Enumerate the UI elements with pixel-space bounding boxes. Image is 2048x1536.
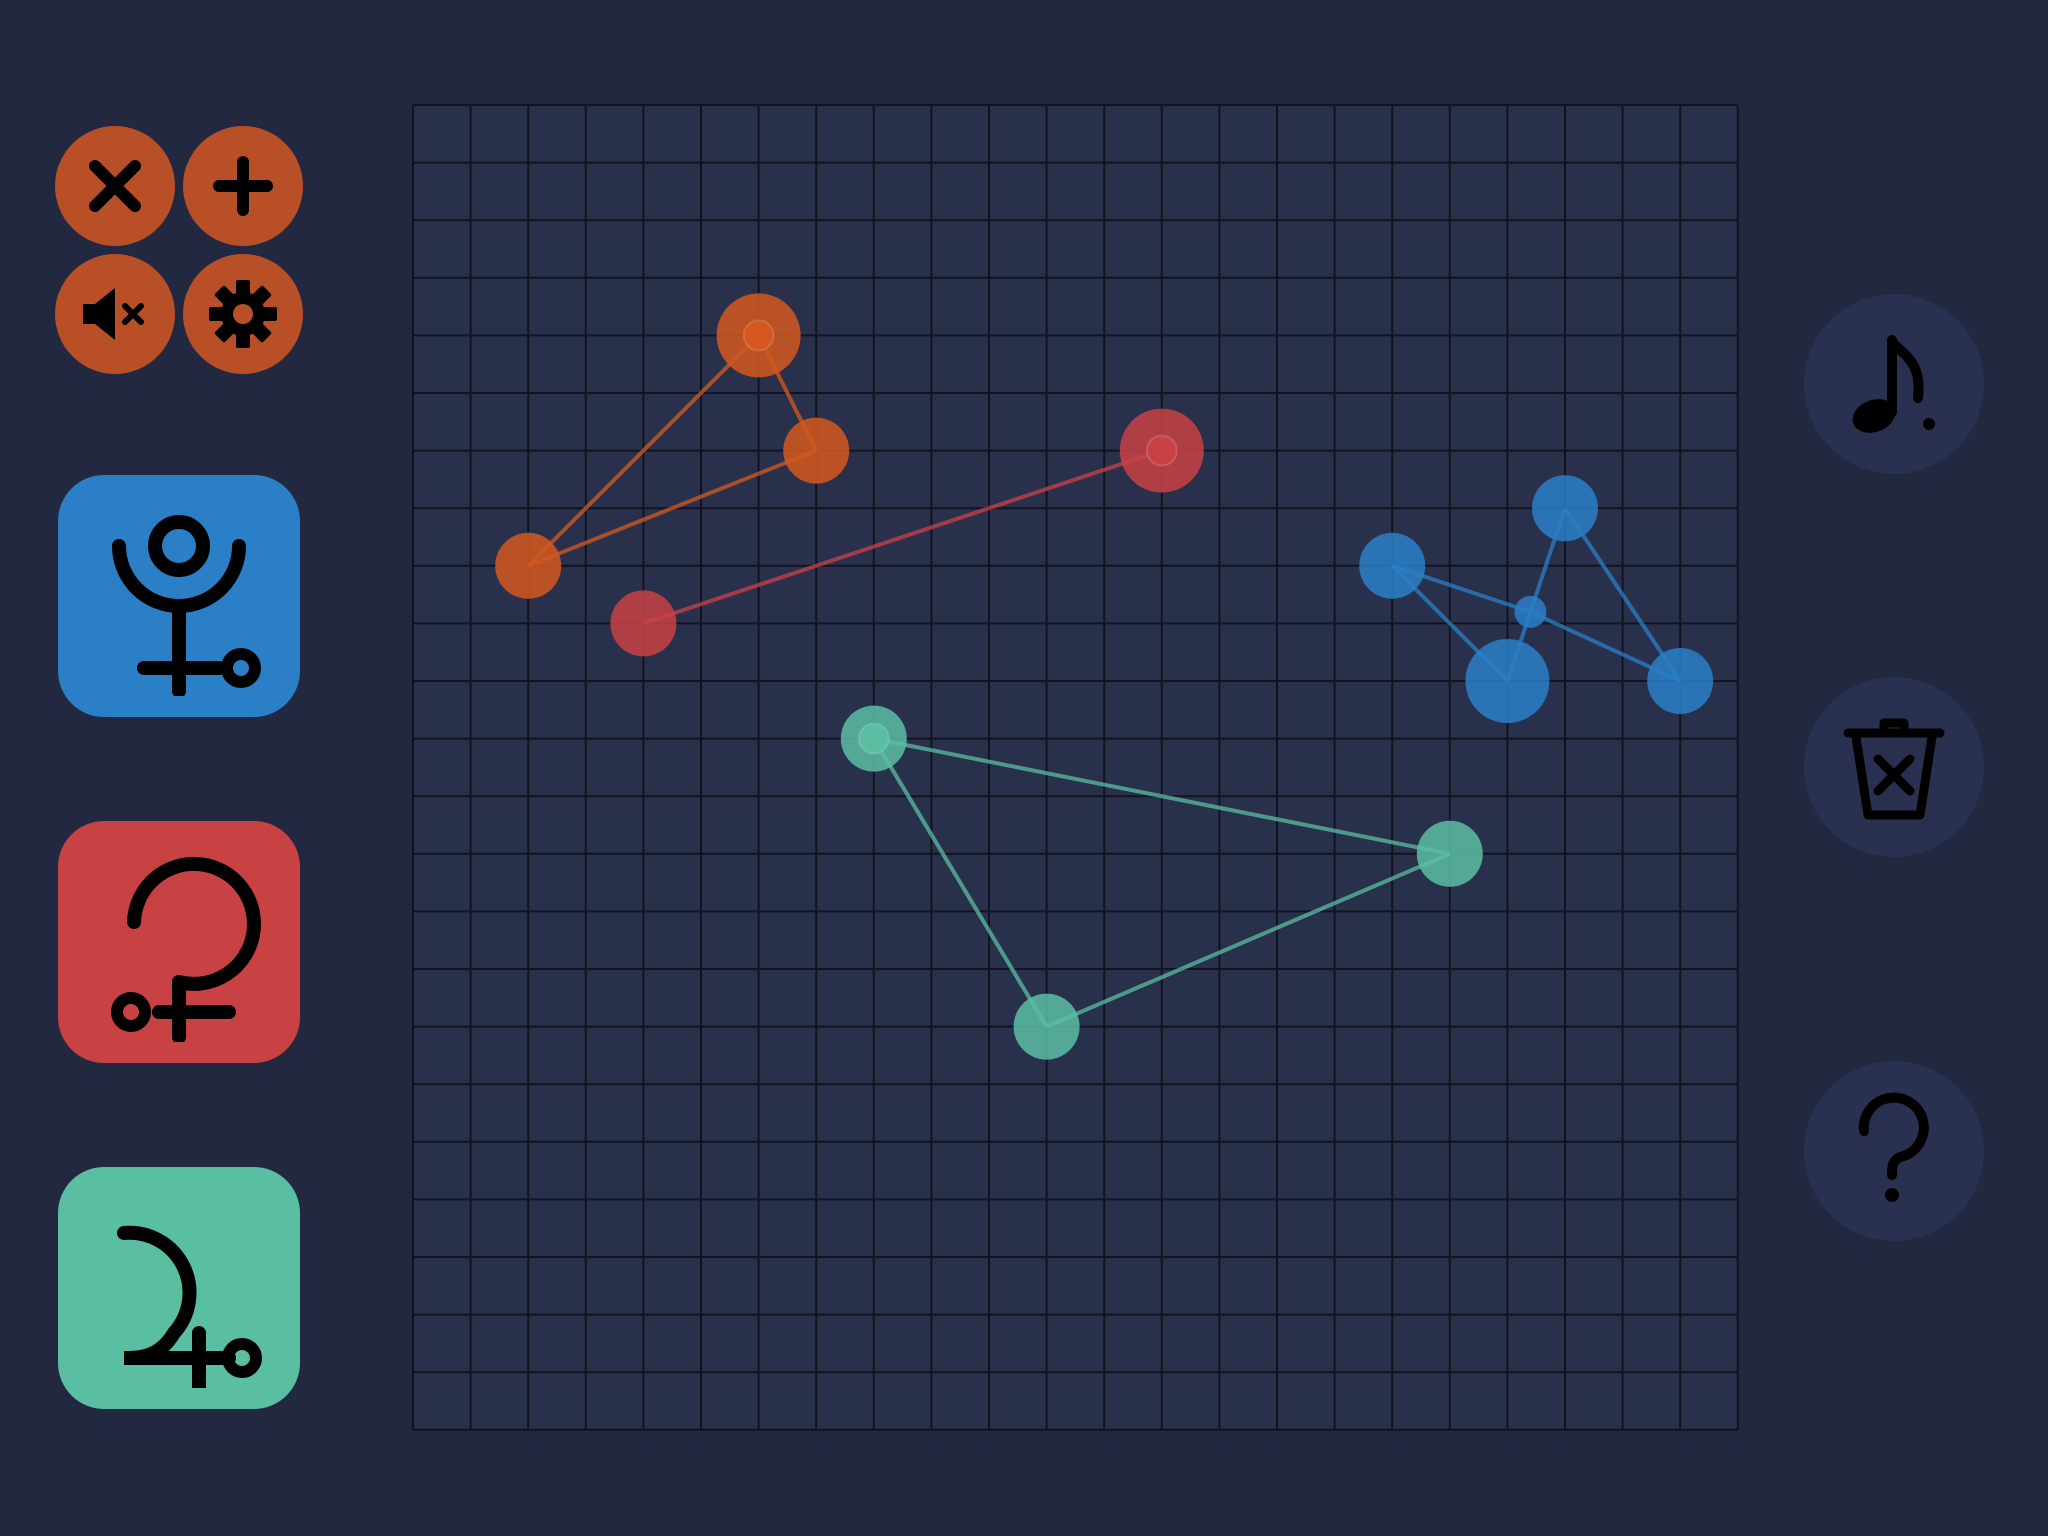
constellation-node[interactable] xyxy=(1647,648,1714,714)
constellation-node[interactable] xyxy=(610,590,677,657)
add-button[interactable] xyxy=(183,126,303,246)
instrument-pluto-button[interactable] xyxy=(58,475,300,717)
close-button[interactable] xyxy=(55,126,175,246)
gear-icon xyxy=(209,280,277,348)
constellation-edge xyxy=(527,448,817,568)
constellation-node[interactable] xyxy=(1532,475,1598,542)
constellation-orange xyxy=(495,293,850,599)
plus-icon xyxy=(213,156,273,216)
constellation-edge xyxy=(873,736,1451,856)
constellation-node[interactable] xyxy=(1359,532,1426,599)
instrument-jupiter-button[interactable] xyxy=(58,1167,300,1409)
note-button[interactable] xyxy=(1804,294,1984,474)
constellation-edge xyxy=(872,737,1049,1028)
constellation-red xyxy=(610,408,1204,657)
constellation-edge xyxy=(1045,851,1451,1029)
trash-clear-icon xyxy=(1843,718,1945,820)
close-icon xyxy=(89,160,141,212)
constellation-edge xyxy=(1563,507,1682,683)
jupiter-symbol-icon xyxy=(117,1225,262,1388)
help-icon xyxy=(1858,1092,1929,1202)
clear-button[interactable] xyxy=(1804,677,1984,857)
constellation-edge xyxy=(526,333,761,568)
active-node-core xyxy=(1145,434,1178,467)
speaker-muted-icon xyxy=(83,288,144,340)
constellation-node[interactable] xyxy=(1013,993,1080,1060)
ceres-symbol-icon xyxy=(111,856,261,1042)
help-button[interactable] xyxy=(1804,1061,1984,1241)
grid-background[interactable] xyxy=(413,105,1738,1430)
pluto-symbol-icon xyxy=(112,515,261,696)
constellation-node[interactable] xyxy=(495,532,562,599)
grid-lines xyxy=(412,104,1739,1431)
music-note-icon xyxy=(1852,335,1935,433)
constellation-teal xyxy=(840,705,1483,1060)
mute-button[interactable] xyxy=(55,254,175,374)
instrument-ceres-button[interactable] xyxy=(58,821,300,1063)
active-node-core xyxy=(742,319,775,352)
constellation-node[interactable] xyxy=(1465,639,1550,723)
active-node-core xyxy=(857,722,890,755)
constellation-node[interactable] xyxy=(1514,595,1547,628)
constellation-node[interactable] xyxy=(1416,820,1483,887)
settings-button[interactable] xyxy=(183,254,303,374)
constellation-node[interactable] xyxy=(783,417,850,484)
constellation-blue xyxy=(1359,475,1714,723)
constellation-edge xyxy=(642,448,1163,626)
